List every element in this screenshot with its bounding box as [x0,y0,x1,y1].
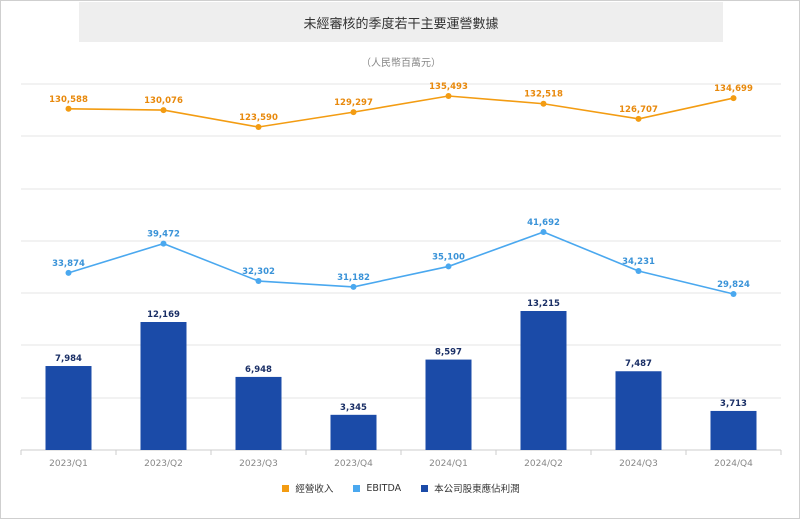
chart-legend: 經營收入 EBITDA 本公司股東應佔利潤 [1,481,800,495]
chart-title: 未經審核的季度若干主要運營數據 [303,16,499,32]
ebitda-point-2024/Q4 [730,291,737,297]
ebitda-point-2024/Q3 [635,267,642,274]
legend-label: 經營收入 [295,484,334,495]
bar-profit-2024/Q1 [425,359,472,450]
x-tick-label-2023/Q2: 2023/Q2 [144,459,183,469]
revenue-label-2023/Q4: 129,297 [334,98,373,108]
revenue-point-2023/Q1 [65,105,72,112]
legend-swatch [282,484,290,492]
revenue-point-2023/Q3 [255,124,262,130]
ebitda-label-2024/Q1: 35,100 [432,252,465,262]
revenue-line [68,95,734,128]
x-tick-label-2023/Q1: 2023/Q1 [49,459,88,469]
bar-label-2023/Q2: 12,169 [147,310,180,320]
bar-profit-2023/Q4 [330,414,377,450]
revenue-point-2024/Q2 [540,100,547,107]
ebitda-point-2024/Q1 [445,263,452,270]
x-tick-label-2023/Q4: 2023/Q4 [334,459,373,469]
x-tick-label-2023/Q3: 2023/Q3 [239,459,278,469]
ebitda-point-2023/Q2 [160,240,167,247]
ebitda-point-2023/Q4 [350,283,357,290]
legend-item-0[interactable]: 經營收入 [282,481,333,495]
x-tick-label-2024/Q3: 2024/Q3 [619,459,658,469]
revenue-point-2024/Q3 [635,115,642,122]
legend-swatch [421,484,429,492]
ebitda-label-2024/Q4: 29,824 [717,280,750,290]
bar-label-2023/Q4: 3,345 [340,403,367,413]
bar-label-2024/Q4: 3,713 [720,399,747,409]
legend-item-2[interactable]: 本公司股東應佔利潤 [421,481,520,495]
ebitda-point-2024/Q2 [540,229,547,235]
bar-label-2023/Q3: 6,948 [245,365,272,375]
bar-profit-2023/Q2 [140,322,187,450]
bar-label-2023/Q1: 7,984 [55,354,82,364]
ebitda-label-2023/Q3: 32,302 [242,267,275,277]
bar-profit-2024/Q4 [710,410,757,450]
bar-label-2024/Q3: 7,487 [625,359,652,369]
revenue-label-2024/Q1: 135,493 [429,82,468,92]
revenue-label-2024/Q3: 126,707 [619,105,658,115]
ebitda-label-2023/Q1: 33,874 [52,259,85,269]
revenue-label-2023/Q1: 130,588 [49,95,88,105]
bar-profit-2023/Q1 [45,366,92,450]
bar-label-2024/Q1: 8,597 [435,348,462,358]
x-tick-label-2024/Q2: 2024/Q2 [524,459,563,469]
x-tick-label-2024/Q4: 2024/Q4 [714,459,753,469]
chart-subtitle: （人民幣百萬元） [361,58,441,69]
ebitda-label-2024/Q3: 34,231 [622,257,655,267]
bar-profit-2024/Q3 [615,371,662,450]
ebitda-label-2023/Q4: 31,182 [337,273,370,283]
revenue-label-2024/Q2: 132,518 [524,90,563,100]
bar-profit-2024/Q2 [520,311,567,450]
legend-label: EBITDA [366,482,402,494]
revenue-point-2023/Q2 [160,107,167,114]
revenue-label-2023/Q3: 123,590 [239,113,278,123]
ebitda-label-2024/Q2: 41,692 [527,218,560,228]
legend-item-1[interactable]: EBITDA [353,483,401,494]
revenue-label-2023/Q2: 130,076 [144,96,183,106]
ebitda-point-2023/Q1 [65,269,72,276]
legend-label: 本公司股東應佔利潤 [434,484,520,495]
revenue-label-2024/Q4: 134,699 [714,84,753,94]
ebitda-label-2023/Q2: 39,472 [147,230,180,240]
chart-title-box: 未經審核的季度若干主要運營數據 [79,2,723,42]
ebitda-point-2023/Q3 [255,278,262,285]
revenue-point-2024/Q4 [730,95,737,102]
revenue-point-2023/Q4 [350,109,357,116]
revenue-point-2024/Q1 [445,93,452,99]
x-tick-label-2024/Q1: 2024/Q1 [429,459,468,469]
ebitda-line [68,231,734,295]
legend-swatch [353,484,361,492]
bar-profit-2023/Q3 [235,376,282,450]
bar-label-2024/Q2: 13,215 [527,299,560,309]
